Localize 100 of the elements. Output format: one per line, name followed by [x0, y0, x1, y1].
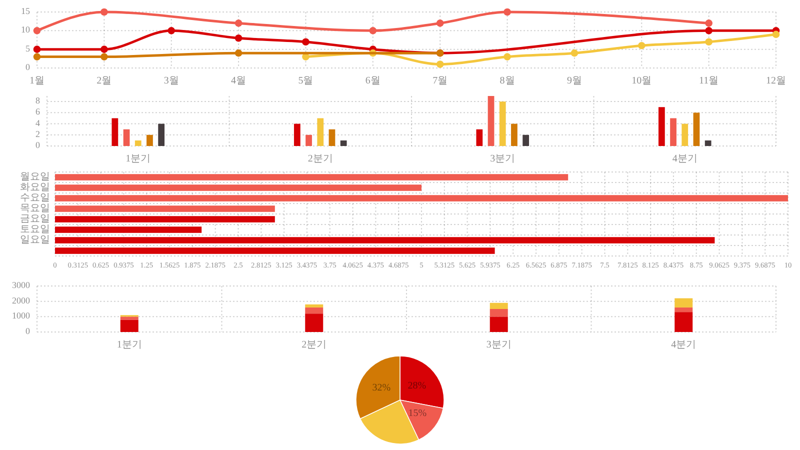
point — [168, 27, 176, 34]
data-label: 15% — [408, 408, 427, 419]
x-tick-label: 11월 — [699, 75, 719, 86]
x-tick-label: 2분기 — [308, 153, 333, 164]
y-tick-label: 수요일 — [20, 192, 50, 204]
point — [234, 20, 242, 27]
point — [436, 60, 444, 68]
bar — [158, 124, 165, 146]
y-tick-label: 10 — [21, 24, 30, 35]
y-tick-label: 금요일 — [20, 214, 50, 225]
x-tick-label: 7월 — [432, 75, 448, 86]
bar — [511, 124, 518, 146]
y-tick-label: 1000 — [12, 310, 30, 321]
point — [33, 27, 41, 34]
y-tick-label: 2000 — [12, 295, 30, 306]
bar — [490, 316, 508, 332]
x-tick-label: 3분기 — [486, 339, 512, 350]
bar — [305, 304, 324, 308]
bar — [488, 96, 494, 146]
point — [100, 53, 108, 60]
point — [33, 53, 41, 60]
x-tick-label: 4분기 — [672, 153, 698, 164]
point — [638, 42, 646, 50]
y-tick-label: 6 — [36, 106, 40, 117]
y-tick-label: 3000 — [12, 280, 30, 290]
bar — [499, 102, 506, 146]
y-tick-label: 토요일 — [20, 224, 50, 236]
bar — [134, 140, 142, 146]
bar — [340, 140, 347, 146]
point — [772, 30, 780, 38]
y-tick-label: 0 — [26, 326, 30, 336]
y-tick-label: 일요일 — [20, 234, 50, 246]
x-tick-label: 9월 — [566, 75, 582, 86]
bar — [674, 307, 693, 312]
bar — [112, 118, 118, 146]
point — [705, 38, 712, 46]
x-tick-label: 4월 — [231, 75, 246, 86]
point — [504, 8, 511, 16]
point — [436, 20, 444, 27]
x-tick-label: 1분기 — [116, 339, 142, 350]
point — [33, 46, 41, 53]
y-tick-label: 4 — [36, 118, 40, 128]
x-tick-label: 8월 — [500, 75, 515, 86]
bar — [490, 309, 508, 317]
bar — [522, 134, 530, 146]
bar — [55, 174, 568, 180]
bar — [55, 248, 495, 254]
x-tick-label: 4분기 — [671, 339, 696, 350]
bar — [120, 320, 138, 332]
x-tick-label: 2분기 — [302, 339, 327, 350]
y-tick-label: 8 — [36, 96, 40, 106]
x-tick-label: 5월 — [298, 75, 314, 86]
bar — [670, 118, 676, 146]
x-tick-label: 6월 — [365, 75, 380, 86]
point — [570, 49, 578, 57]
bar — [55, 206, 275, 212]
point — [705, 20, 712, 27]
bar — [120, 316, 138, 320]
bar — [476, 129, 483, 146]
x-tick-label: 1분기 — [126, 153, 151, 164]
y-tick-label: 2 — [36, 128, 40, 139]
x-tick-label: 1월 — [30, 75, 44, 86]
bar — [55, 195, 788, 202]
x-tick-label: 3분기 — [490, 153, 516, 164]
bar — [674, 298, 693, 308]
point — [100, 46, 108, 53]
y-tick-label: 5 — [26, 43, 30, 54]
point — [234, 34, 242, 42]
bar — [294, 124, 300, 146]
point — [302, 38, 310, 46]
point — [234, 49, 242, 57]
point — [100, 8, 108, 16]
point — [705, 27, 712, 34]
bar — [55, 226, 202, 233]
bar — [55, 184, 422, 191]
point — [369, 27, 377, 34]
bar — [704, 140, 712, 146]
x-tick-label: 12월 — [766, 75, 786, 86]
bar — [306, 134, 312, 146]
bar — [123, 129, 130, 146]
bar — [682, 124, 688, 146]
x-tick-label: 2월 — [96, 75, 112, 86]
data-label: 32% — [372, 382, 391, 394]
bar — [146, 134, 153, 146]
bar — [55, 237, 715, 244]
bar — [305, 314, 324, 332]
bar — [328, 129, 336, 146]
x-tick-label: 3월 — [164, 75, 179, 86]
y-tick-label: 15 — [21, 6, 30, 16]
bar — [317, 118, 324, 146]
bar — [490, 302, 508, 309]
y-tick-label: 목요일 — [20, 203, 50, 214]
point — [504, 53, 511, 60]
y-tick-label: 0 — [36, 140, 40, 150]
y-tick-label: 화요일 — [20, 182, 50, 194]
bar — [55, 216, 275, 222]
y-tick-label: 월요일 — [20, 172, 50, 183]
bar — [305, 307, 324, 314]
x-tick-label: 10월 — [632, 75, 652, 86]
bar — [658, 107, 665, 146]
